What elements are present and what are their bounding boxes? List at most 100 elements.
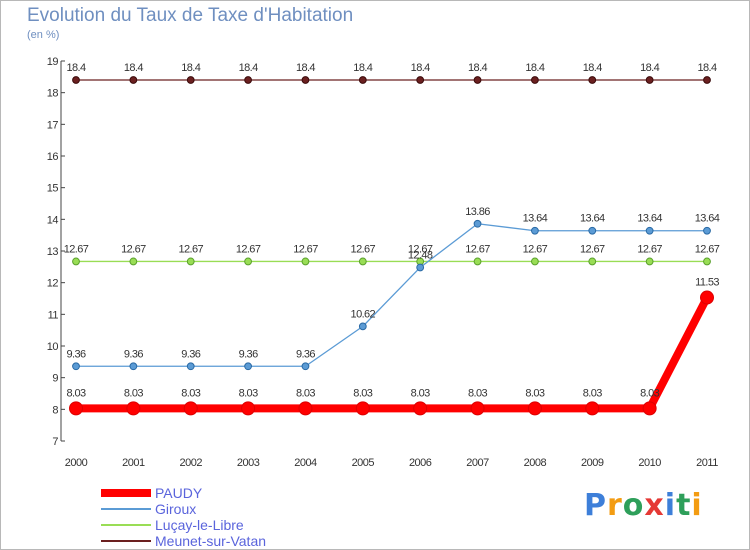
data-label-giroux-2009: 13.64 xyxy=(580,213,605,225)
point-paudy-2002 xyxy=(183,401,198,416)
point-meunet-sur-vatan-2010 xyxy=(645,76,654,84)
data-label-paudy-2001: 8.03 xyxy=(124,387,143,399)
data-label-paudy-2003: 8.03 xyxy=(239,387,258,399)
point-giroux-2009 xyxy=(588,226,597,235)
point-meunet-sur-vatan-2009 xyxy=(588,76,597,84)
y-tick-label-18: 18 xyxy=(47,88,59,100)
data-label-giroux-2002: 9.36 xyxy=(181,348,200,360)
chart-title: Evolution du Taux de Taxe d'Habitation xyxy=(27,5,354,26)
data-label-giroux-2011: 13.64 xyxy=(695,213,720,225)
legend-swatch-lucay-le-libre xyxy=(101,524,151,526)
y-tick-label-13: 13 xyxy=(47,246,59,258)
point-lu-ay-le-libre-2002 xyxy=(186,257,195,266)
point-meunet-sur-vatan-2006 xyxy=(416,76,425,84)
data-label-giroux-2001: 9.36 xyxy=(124,348,143,360)
point-meunet-sur-vatan-2001 xyxy=(129,76,138,84)
data-label-paudy-2009: 8.03 xyxy=(583,387,602,399)
legend-item-giroux: Giroux xyxy=(101,501,266,517)
legend-swatch-meunet-sur-vatan xyxy=(101,540,151,542)
point-lu-ay-le-libre-2003 xyxy=(244,257,252,266)
point-giroux-2007 xyxy=(473,219,482,228)
data-label-meunet-sur-vatan-2002: 18.4 xyxy=(181,62,200,74)
data-label-meunet-sur-vatan-2000: 18.4 xyxy=(66,62,85,74)
y-tick-label-14: 14 xyxy=(47,214,59,226)
point-paudy-2007 xyxy=(470,401,485,416)
data-label-meunet-sur-vatan-2004: 18.4 xyxy=(296,62,315,74)
logo-letter: t xyxy=(676,488,692,523)
point-paudy-2010 xyxy=(642,401,657,416)
point-giroux-2004 xyxy=(301,362,310,371)
data-label-lu-ay-le-libre-2003: 12.67 xyxy=(236,243,261,255)
data-label-paudy-2008: 8.03 xyxy=(525,387,544,399)
logo-letter: o xyxy=(622,488,645,523)
point-paudy-2004 xyxy=(298,401,313,416)
legend-label-paudy: PAUDY xyxy=(155,485,203,501)
data-label-lu-ay-le-libre-2004: 12.67 xyxy=(293,243,318,255)
y-tick-label-7: 7 xyxy=(52,436,58,448)
point-paudy-2001 xyxy=(126,401,141,416)
x-tick-label-2002: 2002 xyxy=(179,457,202,469)
point-giroux-2010 xyxy=(645,226,654,235)
data-label-giroux-2003: 9.36 xyxy=(239,348,258,360)
data-label-meunet-sur-vatan-2009: 18.4 xyxy=(583,62,602,74)
data-label-meunet-sur-vatan-2001: 18.4 xyxy=(124,62,143,74)
x-tick-label-2001: 2001 xyxy=(122,457,145,469)
point-paudy-2000 xyxy=(69,401,83,416)
logo-letter: i xyxy=(691,488,703,523)
point-meunet-sur-vatan-2000 xyxy=(72,76,80,84)
y-tick-label-12: 12 xyxy=(47,278,59,290)
x-tick-label-2003: 2003 xyxy=(237,457,260,469)
data-label-paudy-2000: 8.03 xyxy=(66,387,85,399)
data-label-giroux-2008: 13.64 xyxy=(523,213,548,225)
legend-swatch-paudy xyxy=(101,489,151,497)
point-meunet-sur-vatan-2011 xyxy=(703,76,711,84)
y-tick-label-8: 8 xyxy=(52,404,58,416)
chart-subtitle: (en %) xyxy=(27,29,60,41)
data-label-lu-ay-le-libre-2009: 12.67 xyxy=(580,243,605,255)
data-label-paudy-2010: 8.03 xyxy=(640,387,659,399)
point-lu-ay-le-libre-2004 xyxy=(301,257,310,266)
legend-label-giroux: Giroux xyxy=(155,501,197,517)
legend-label-lucay-le-libre: Luçay-le-Libre xyxy=(155,517,244,533)
data-label-lu-ay-le-libre-2000: 12.67 xyxy=(64,243,89,255)
x-tick-label-2000: 2000 xyxy=(65,457,88,469)
point-meunet-sur-vatan-2007 xyxy=(473,76,482,84)
data-label-lu-ay-le-libre-2001: 12.67 xyxy=(121,243,146,255)
data-label-lu-ay-le-libre-2011: 12.67 xyxy=(695,243,720,255)
data-label-lu-ay-le-libre-2010: 12.67 xyxy=(637,243,662,255)
point-paudy-2011 xyxy=(700,290,714,305)
data-label-lu-ay-le-libre-2007: 12.67 xyxy=(465,243,490,255)
data-label-meunet-sur-vatan-2003: 18.4 xyxy=(239,62,258,74)
point-giroux-2002 xyxy=(186,362,195,371)
data-label-paudy-2005: 8.03 xyxy=(353,387,372,399)
logo-letter: P xyxy=(584,488,607,523)
point-giroux-2011 xyxy=(703,226,711,235)
point-giroux-2001 xyxy=(129,362,138,371)
x-tick-label-2005: 2005 xyxy=(352,457,375,469)
data-label-giroux-2006: 12.48 xyxy=(408,249,433,261)
data-label-lu-ay-le-libre-2005: 12.67 xyxy=(351,243,376,255)
point-meunet-sur-vatan-2004 xyxy=(301,76,310,84)
point-giroux-2000 xyxy=(72,362,80,371)
y-tick-label-17: 17 xyxy=(47,119,59,131)
x-tick-label-2008: 2008 xyxy=(524,457,547,469)
y-tick-label-19: 19 xyxy=(47,56,59,68)
point-lu-ay-le-libre-2009 xyxy=(588,257,597,266)
data-label-meunet-sur-vatan-2010: 18.4 xyxy=(640,62,659,74)
point-giroux-2005 xyxy=(358,322,367,331)
y-tick-label-9: 9 xyxy=(52,373,58,385)
x-tick-label-2011: 2011 xyxy=(696,457,718,469)
legend-item-paudy: PAUDY xyxy=(101,485,266,501)
point-paudy-2009 xyxy=(585,401,600,416)
data-label-meunet-sur-vatan-2006: 18.4 xyxy=(411,62,430,74)
y-tick-label-15: 15 xyxy=(47,183,59,195)
data-label-giroux-2007: 13.86 xyxy=(465,206,490,218)
point-giroux-2008 xyxy=(531,226,539,235)
data-label-paudy-2004: 8.03 xyxy=(296,387,315,399)
y-tick-label-16: 16 xyxy=(47,151,59,163)
proxiti-logo: Proxiti xyxy=(584,488,703,523)
legend: PAUDY Giroux Luçay-le-Libre Meunet-sur-V… xyxy=(101,485,266,549)
point-meunet-sur-vatan-2003 xyxy=(244,76,252,84)
point-lu-ay-le-libre-2008 xyxy=(531,257,539,266)
